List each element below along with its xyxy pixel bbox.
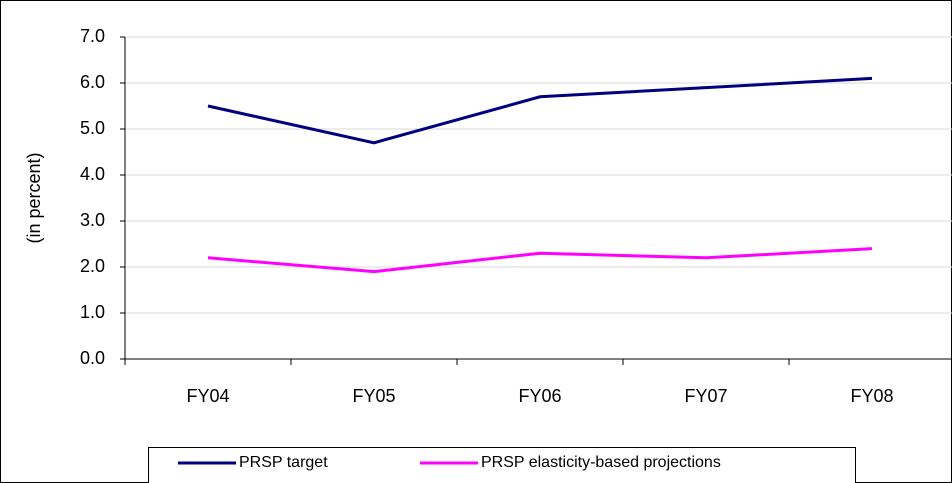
y-tick-label: 1.0 <box>80 302 105 322</box>
series-line <box>207 247 873 274</box>
y-tick-label: 2.0 <box>80 256 105 276</box>
series-line <box>207 76 873 145</box>
y-tick-label: 4.0 <box>80 164 105 184</box>
y-tick-label: 3.0 <box>80 210 105 230</box>
x-tick-label: FY07 <box>684 386 727 406</box>
x-tick-label: FY05 <box>352 386 395 406</box>
y-axis-label: (in percent) <box>24 152 44 243</box>
x-tick-label: FY08 <box>850 386 893 406</box>
y-tick-label: 0.0 <box>80 348 105 368</box>
y-tick-label: 6.0 <box>80 72 105 92</box>
y-tick-label: 7.0 <box>80 26 105 46</box>
y-tick-label: 5.0 <box>80 118 105 138</box>
legend-box <box>148 447 856 483</box>
legend-label: PRSP elasticity-based projections <box>481 454 721 471</box>
x-tick-label: FY04 <box>186 386 229 406</box>
legend-label: PRSP target <box>239 454 328 471</box>
x-tick-label: FY06 <box>518 386 561 406</box>
